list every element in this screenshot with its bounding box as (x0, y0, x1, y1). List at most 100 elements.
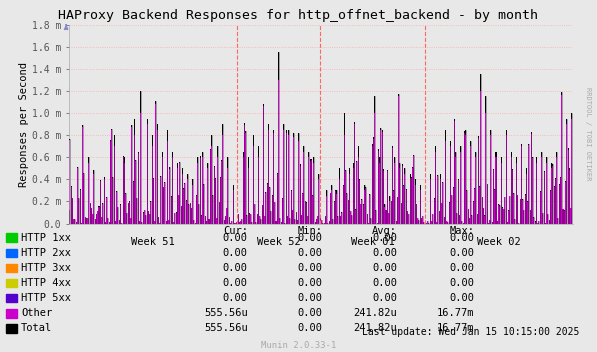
Bar (174, 213, 176, 224)
Bar (470, 146, 471, 224)
Bar (283, 124, 284, 130)
Bar (488, 223, 489, 224)
Bar (294, 219, 296, 224)
Bar (172, 157, 173, 224)
Bar (565, 182, 566, 224)
Bar (303, 146, 304, 152)
Bar (92, 214, 93, 224)
Text: 0.00: 0.00 (297, 308, 322, 318)
Bar (245, 131, 246, 133)
Bar (226, 208, 227, 224)
Bar (473, 201, 474, 224)
Text: 0.00: 0.00 (297, 233, 322, 243)
Bar (188, 205, 189, 224)
Bar (503, 209, 504, 224)
Bar (485, 96, 487, 113)
Bar (91, 208, 92, 224)
Bar (573, 184, 574, 185)
Bar (81, 223, 82, 224)
Bar (116, 191, 117, 192)
Bar (422, 216, 423, 224)
Bar (216, 218, 217, 224)
Bar (115, 221, 116, 224)
Bar (207, 163, 208, 168)
Bar (442, 183, 444, 224)
Bar (536, 163, 537, 224)
Bar (184, 183, 186, 184)
Bar (158, 218, 159, 224)
Bar (346, 193, 347, 194)
Bar (371, 146, 373, 224)
Bar (413, 156, 414, 224)
Bar (106, 197, 107, 198)
Text: 0.00: 0.00 (297, 323, 322, 333)
Bar (155, 104, 156, 224)
Bar (138, 153, 139, 224)
Bar (167, 130, 168, 141)
Bar (211, 146, 212, 224)
Bar (109, 222, 110, 224)
Text: 0.00: 0.00 (372, 233, 397, 243)
Bar (90, 203, 91, 224)
Bar (164, 183, 165, 224)
Bar (379, 157, 380, 163)
Bar (383, 171, 384, 224)
Bar (489, 220, 490, 224)
Text: 0.00: 0.00 (223, 248, 248, 258)
Bar (445, 141, 446, 224)
Bar (401, 203, 402, 224)
Bar (138, 152, 139, 153)
Bar (374, 96, 375, 113)
Bar (217, 146, 219, 157)
Bar (196, 195, 197, 196)
Bar (288, 130, 289, 135)
Bar (447, 222, 448, 224)
Bar (509, 196, 510, 224)
Bar (119, 220, 120, 224)
Bar (363, 205, 364, 224)
Bar (543, 172, 544, 224)
Bar (424, 222, 426, 224)
Bar (475, 152, 476, 157)
Bar (411, 178, 412, 224)
Bar (526, 174, 527, 224)
Bar (72, 198, 73, 224)
Bar (570, 208, 571, 224)
Bar (521, 144, 522, 146)
Bar (565, 181, 566, 182)
Bar (207, 168, 208, 224)
Bar (354, 124, 355, 224)
Bar (221, 160, 222, 161)
Bar (502, 208, 503, 224)
Bar (227, 168, 229, 224)
Bar (335, 191, 336, 224)
Bar (330, 193, 331, 194)
Bar (303, 152, 304, 224)
Bar (162, 152, 163, 157)
Bar (269, 187, 270, 188)
Bar (487, 184, 488, 224)
Bar (530, 210, 531, 224)
Bar (373, 137, 374, 138)
Bar (90, 202, 91, 203)
Bar (97, 211, 99, 224)
Bar (272, 195, 273, 196)
Bar (398, 96, 399, 224)
Bar (393, 190, 394, 191)
Bar (531, 134, 532, 224)
Bar (176, 213, 177, 224)
Bar (367, 214, 368, 224)
Bar (96, 214, 97, 224)
Bar (399, 168, 401, 224)
Bar (430, 174, 431, 179)
Text: 0.00: 0.00 (297, 278, 322, 288)
Bar (421, 218, 422, 224)
Text: 0.00: 0.00 (372, 278, 397, 288)
Bar (532, 157, 533, 158)
Bar (277, 174, 278, 224)
Bar (487, 183, 488, 184)
Bar (483, 208, 484, 224)
Bar (150, 202, 152, 224)
Bar (77, 168, 78, 224)
Bar (73, 219, 74, 224)
